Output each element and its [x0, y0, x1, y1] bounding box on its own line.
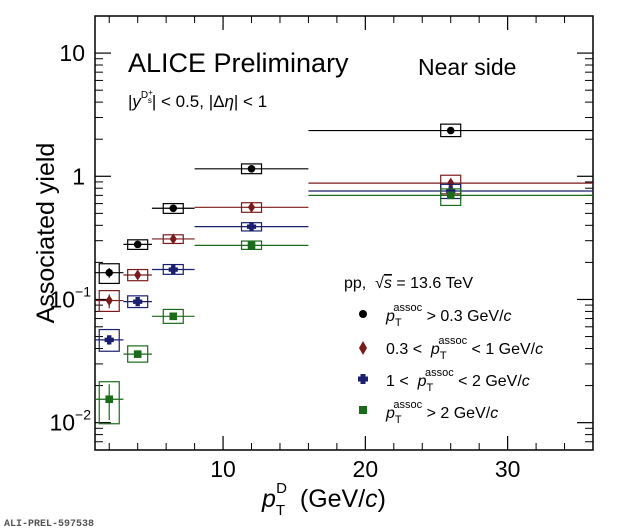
data-layer: [95, 123, 593, 425]
data-point-circle: [133, 240, 142, 249]
data-point-circle: [105, 268, 114, 277]
selection-label: |yD+ s| < 0.5, |Δη| < 1: [128, 88, 267, 111]
legend-marker-diamond: [359, 341, 367, 355]
series-4: [95, 188, 593, 425]
syst-error-box: [98, 290, 120, 313]
svg-text:|yD+s| < 0.5, |Δη| < 1: |yD+ s| < 0.5, |Δη| < 1: [128, 88, 267, 111]
svg-text:pTassoc > 2 GeV/c: pTassoc > 2 GeV/c: [385, 399, 498, 426]
legend-marker-square: [359, 406, 367, 414]
data-point-circle: [247, 165, 256, 173]
data-point-square: [446, 191, 455, 200]
legend: pp, √s = 13.6 TeV pTassoc > 0.3 GeV/c 0.…: [344, 275, 543, 426]
svg-text:0.3 < pTassoc < 1 GeV/c: 0.3 < pTassoc < 1 GeV/c: [386, 335, 543, 362]
series-1: [95, 123, 593, 285]
data-point-cross: [246, 222, 257, 232]
chart-title: ALICE Preliminary: [128, 48, 349, 78]
syst-error-box: [98, 381, 120, 425]
y-tick-label: 10−2: [49, 407, 91, 436]
svg-text:1 < pTassoc < 2 GeV/c: 1 < pTassoc < 2 GeV/c: [386, 367, 530, 394]
syst-error-box: [127, 345, 149, 363]
data-point-diamond: [447, 177, 455, 189]
data-point-cross: [104, 335, 114, 345]
data-point-cross: [168, 264, 178, 275]
legend-header: pp, √s = 13.6 TeV: [344, 275, 473, 292]
data-point-diamond: [105, 295, 113, 307]
y-axis-title: Associated yield: [32, 143, 60, 324]
syst-error-box: [162, 308, 184, 324]
x-tick-label: 30: [495, 456, 521, 482]
data-point-square: [169, 312, 178, 321]
x-tick-label: 10: [210, 456, 236, 482]
data-point-square: [105, 395, 114, 404]
legend-marker-circle: [359, 310, 367, 318]
syst-error-box: [127, 239, 149, 250]
data-point-square: [133, 350, 142, 358]
syst-error-box: [98, 263, 120, 285]
x-axis-title: pTD (GeV/c): [261, 480, 386, 519]
syst-error-box: [440, 123, 462, 138]
series-2: [95, 174, 593, 313]
syst-error-box: [127, 295, 149, 309]
y-tick-label: 10−1: [49, 283, 91, 312]
watermark-label: ALI-PREL-597538: [4, 519, 94, 530]
syst-error-box: [240, 240, 263, 250]
x-tick-label: 20: [353, 456, 379, 482]
legend-entry-4: pTassoc > 2 GeV/c: [359, 399, 498, 426]
chart-subtitle: Near side: [418, 54, 516, 80]
syst-error-box: [240, 163, 263, 175]
axis-ticks: 10 20 30 10−2 10−1 1 10: [49, 15, 594, 482]
y-tick-label: 10: [59, 40, 85, 66]
legend-entry-1: pTassoc > 0.3 GeV/c: [359, 302, 512, 329]
data-point-cross: [133, 297, 143, 307]
data-point-diamond: [134, 269, 142, 281]
data-point-cross: [446, 186, 456, 196]
syst-error-box: [162, 203, 184, 214]
data-point-circle: [446, 126, 455, 135]
data-point-square: [247, 241, 256, 250]
data-point-circle: [169, 204, 178, 213]
legend-marker-cross: [358, 374, 368, 384]
svg-text:pTD (GeV/c): pTD (GeV/c): [261, 480, 386, 519]
legend-entry-2: 0.3 < pTassoc < 1 GeV/c: [359, 335, 543, 362]
data-point-diamond: [169, 233, 177, 245]
plot-frame: [94, 15, 594, 451]
svg-text:pTassoc > 0.3 GeV/c: pTassoc > 0.3 GeV/c: [385, 302, 512, 329]
series-3: [95, 183, 593, 352]
legend-entry-3: 1 < pTassoc < 2 GeV/c: [358, 367, 530, 394]
y-tick-label: 1: [72, 163, 85, 189]
syst-error-box: [162, 263, 184, 275]
syst-error-box: [440, 188, 462, 207]
syst-error-box: [98, 328, 120, 352]
data-point-diamond: [247, 201, 256, 213]
